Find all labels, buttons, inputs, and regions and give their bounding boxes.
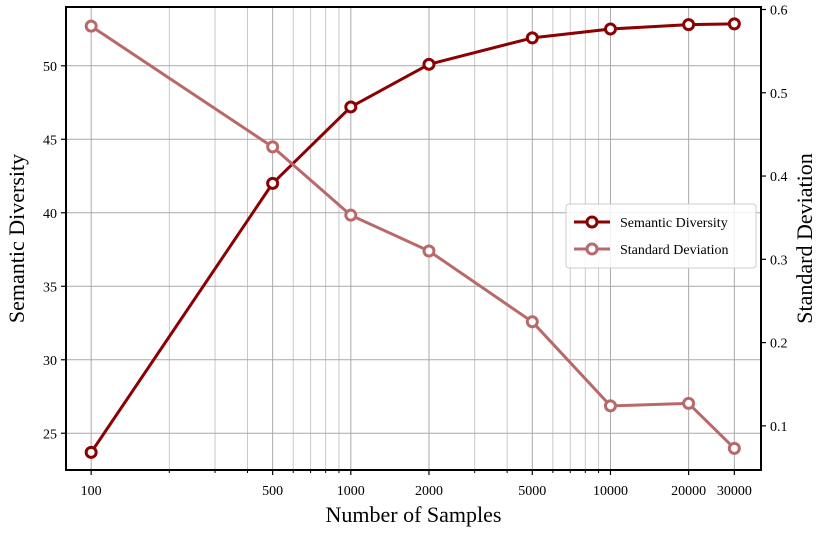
data-point-standard-deviation bbox=[682, 396, 696, 410]
data-point-semantic-diversity bbox=[344, 100, 358, 114]
y-left-tick-label: 35 bbox=[43, 280, 57, 295]
x-tick-label: 20000 bbox=[671, 484, 706, 499]
series-line-semantic-diversity bbox=[89, 22, 735, 454]
y-right-tick-label: 0.2 bbox=[770, 337, 788, 352]
y-left-tick-label: 30 bbox=[43, 354, 57, 369]
legend-marker-semantic-diversity bbox=[585, 215, 599, 229]
legend-label-semantic-diversity: Semantic Diversity bbox=[620, 216, 728, 231]
legend: Semantic Diversity Standard Deviation bbox=[565, 203, 757, 269]
data-point-semantic-diversity bbox=[727, 17, 741, 31]
data-point-standard-deviation bbox=[727, 441, 741, 455]
series-layer bbox=[84, 17, 741, 459]
data-point-standard-deviation bbox=[344, 208, 358, 222]
legend-box bbox=[565, 203, 757, 269]
x-tick-label: 30000 bbox=[717, 484, 752, 499]
y-right-tick-label: 0.1 bbox=[770, 420, 788, 435]
y-axis-left-title: Semantic Diversity bbox=[4, 154, 29, 323]
x-tick-label: 10000 bbox=[593, 484, 628, 499]
data-point-semantic-diversity bbox=[525, 31, 539, 45]
x-tick-label: 2000 bbox=[415, 484, 443, 499]
y-right-tick-label: 0.3 bbox=[770, 253, 788, 268]
y-axis-right-title: Standard Deviation bbox=[792, 153, 817, 323]
x-tick-label: 100 bbox=[81, 484, 102, 499]
x-axis-title: Number of Samples bbox=[326, 502, 502, 527]
data-point-semantic-diversity bbox=[682, 18, 696, 32]
data-point-semantic-diversity bbox=[84, 445, 98, 459]
data-point-semantic-diversity bbox=[266, 176, 280, 190]
x-tick-label: 5000 bbox=[518, 484, 546, 499]
data-point-standard-deviation bbox=[266, 140, 280, 154]
data-point-standard-deviation bbox=[525, 315, 539, 329]
plot-frame bbox=[65, 6, 762, 471]
data-point-semantic-diversity bbox=[422, 57, 436, 71]
y-left-tick-label: 25 bbox=[43, 427, 57, 442]
x-tick-label: 500 bbox=[262, 484, 283, 499]
data-point-semantic-diversity bbox=[603, 22, 617, 36]
legend-label-standard-deviation: Standard Deviation bbox=[620, 243, 728, 258]
y-left-tick-label: 45 bbox=[43, 133, 57, 148]
data-point-standard-deviation bbox=[84, 19, 98, 33]
legend-marker-standard-deviation bbox=[585, 242, 599, 256]
y-right-tick-label: 0.5 bbox=[770, 87, 788, 102]
x-tick-label: 1000 bbox=[337, 484, 365, 499]
ticks: 100 500 1000 2000 5000 10000 20000 30000 25 30 35 4… bbox=[43, 3, 788, 499]
y-left-tick-label: 40 bbox=[43, 207, 57, 222]
y-right-tick-label: 0.6 bbox=[770, 3, 788, 18]
series-line-standard-deviation bbox=[90, 24, 736, 450]
y-right-tick-label: 0.4 bbox=[770, 170, 788, 185]
y-left-tick-label: 50 bbox=[43, 60, 57, 75]
data-point-standard-deviation bbox=[603, 399, 617, 413]
data-point-standard-deviation bbox=[422, 244, 436, 258]
